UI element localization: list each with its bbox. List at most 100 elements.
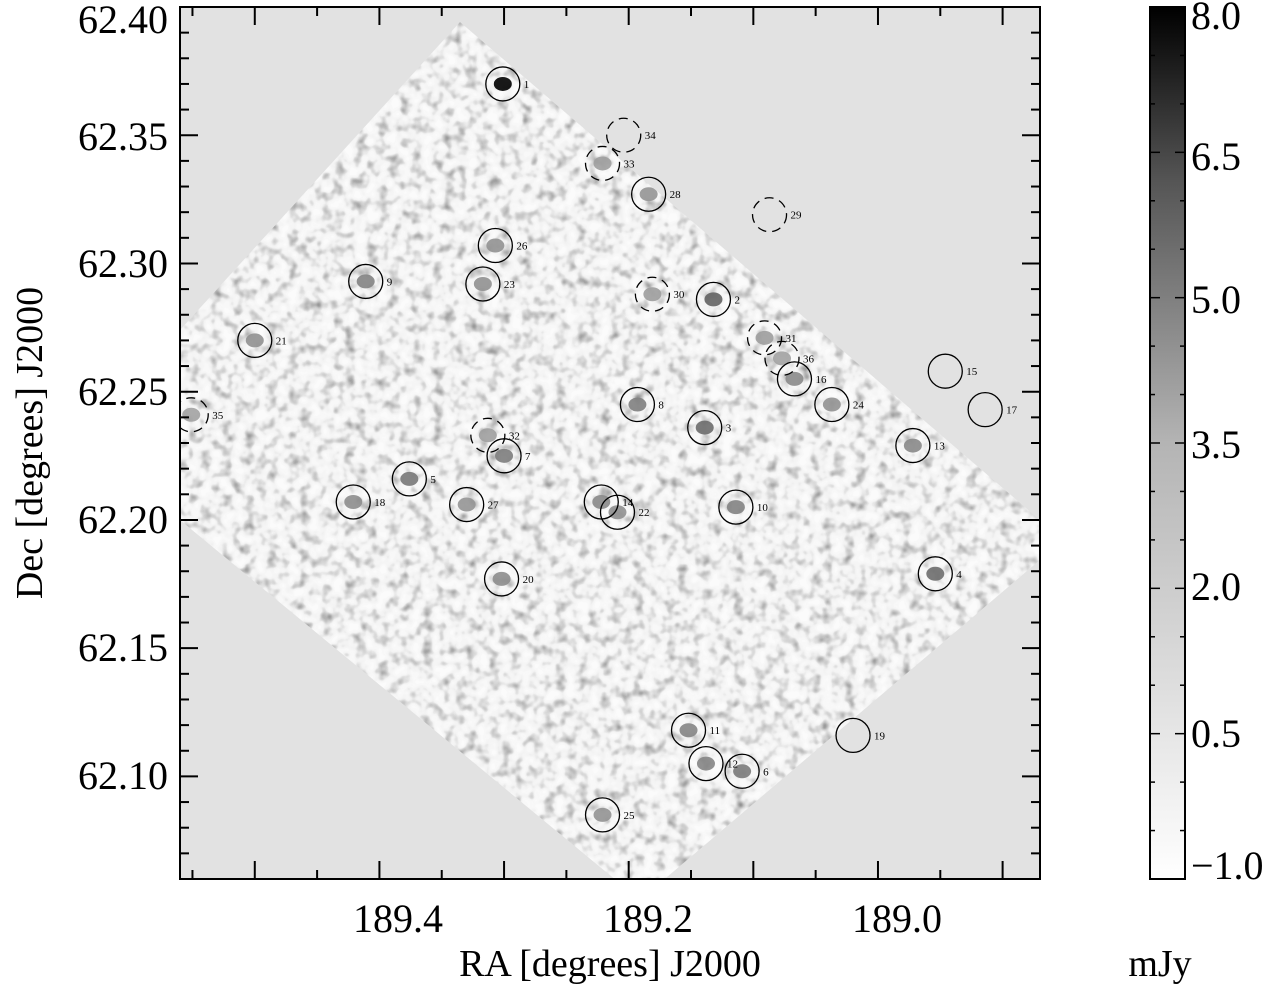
colorbar-tick-label: 5.0 — [1191, 277, 1241, 322]
colorbar-tick-label: 2.0 — [1191, 564, 1241, 609]
source-circle-8 — [619, 386, 656, 423]
source-blob — [903, 438, 922, 453]
source-circle-25 — [584, 797, 621, 833]
source-label: 5 — [430, 474, 436, 486]
source-blob — [785, 371, 804, 386]
source-circle-10 — [718, 489, 754, 525]
source-circle-20 — [483, 561, 520, 597]
source-label: 2 — [734, 294, 740, 306]
y-tick-label: 62.20 — [78, 497, 168, 542]
source-circle-33 — [584, 145, 621, 182]
source-circle-26 — [477, 227, 513, 264]
source-blob — [400, 471, 419, 486]
source-blob — [473, 276, 492, 291]
source-circle-34 — [606, 117, 642, 153]
source-label: 28 — [670, 189, 682, 201]
source-label: 29 — [791, 210, 803, 222]
source-label: 6 — [763, 766, 769, 778]
x-axis-title: RA [degrees] J2000 — [459, 943, 761, 985]
source-circle-11 — [670, 712, 707, 748]
source-label: 36 — [803, 353, 815, 365]
source-markers: 1234567891011121314151617181920212223242… — [180, 66, 1018, 833]
source-blob — [926, 566, 945, 581]
source-label: 35 — [212, 410, 224, 422]
source-circle-35 — [180, 397, 209, 433]
source-label: 12 — [727, 759, 738, 771]
source-label: 16 — [815, 374, 827, 386]
source-label: 14 — [622, 497, 634, 509]
source-label: 7 — [525, 451, 531, 463]
source-label: 17 — [1006, 405, 1018, 417]
source-circle-22 — [599, 494, 636, 530]
source-circle-21 — [237, 322, 273, 359]
colorbar-tick-label: −1.0 — [1191, 843, 1264, 888]
source-blob — [495, 448, 514, 463]
y-tick-label: 62.40 — [78, 0, 168, 42]
colorbar-unit-label: mJy — [1128, 943, 1191, 985]
source-blob — [593, 156, 612, 171]
source-circle-30 — [634, 276, 671, 312]
colorbar-tick-label: 3.5 — [1191, 422, 1241, 467]
source-label: 20 — [523, 574, 535, 586]
source-blob — [773, 351, 791, 366]
source-blob — [679, 723, 698, 738]
source-circle-4 — [917, 556, 953, 592]
source-label: 9 — [387, 276, 393, 288]
source-label: 10 — [757, 502, 769, 514]
source-blob — [733, 764, 752, 779]
source-label: 27 — [488, 500, 500, 512]
source-circle-16 — [776, 361, 813, 397]
source-blob — [822, 397, 841, 412]
y-tick-label: 62.35 — [78, 114, 168, 159]
source-circle-15 — [927, 353, 963, 389]
source-blob — [639, 187, 658, 202]
source-label: 19 — [874, 730, 886, 742]
source-circle-27 — [449, 486, 485, 523]
source-blob — [695, 420, 714, 435]
source-label: 33 — [624, 158, 636, 170]
y-tick-label: 62.10 — [78, 753, 168, 798]
source-circle-13 — [895, 427, 931, 464]
source-label: 21 — [276, 335, 287, 347]
source-blob — [696, 756, 715, 771]
source-circle-29 — [751, 197, 788, 233]
source-circle-3 — [687, 409, 723, 446]
source-label: 13 — [934, 441, 946, 453]
x-tick-label: 189.2 — [603, 896, 693, 941]
source-circle-31 — [746, 320, 783, 356]
x-tick-label: 189.4 — [353, 896, 443, 941]
source-blob — [344, 494, 363, 509]
source-label: 25 — [624, 810, 636, 822]
source-circle-5 — [391, 461, 427, 497]
source-blob — [492, 571, 511, 586]
source-label: 24 — [853, 400, 865, 412]
source-label: 31 — [786, 333, 797, 345]
source-blob — [182, 407, 201, 422]
source-blob — [592, 494, 611, 509]
source-blob — [726, 500, 745, 515]
source-blob — [493, 76, 512, 91]
source-circle-2 — [695, 281, 732, 318]
colorbar-ticks — [1150, 6, 1185, 880]
colorbar-tick-label: 0.5 — [1191, 711, 1241, 756]
source-label: 3 — [726, 423, 732, 435]
source-label: 26 — [516, 241, 528, 253]
source-label: 1 — [524, 79, 530, 91]
source-label: 8 — [658, 400, 664, 412]
source-circle-32 — [470, 417, 506, 453]
source-circle-23 — [465, 266, 501, 302]
source-label: 34 — [645, 130, 657, 142]
y-tick-label: 62.25 — [78, 369, 168, 414]
source-blob — [643, 287, 662, 302]
source-blob — [245, 333, 264, 348]
source-circle-19 — [835, 717, 871, 754]
y-tick-label: 62.15 — [78, 625, 168, 670]
source-blob — [356, 274, 375, 289]
source-circle-12 — [688, 745, 724, 782]
source-circle-36 — [764, 340, 800, 377]
axis-ticks — [180, 6, 1040, 879]
source-label: 22 — [638, 507, 649, 519]
source-circle-6 — [724, 753, 760, 789]
source-label: 4 — [956, 569, 962, 581]
